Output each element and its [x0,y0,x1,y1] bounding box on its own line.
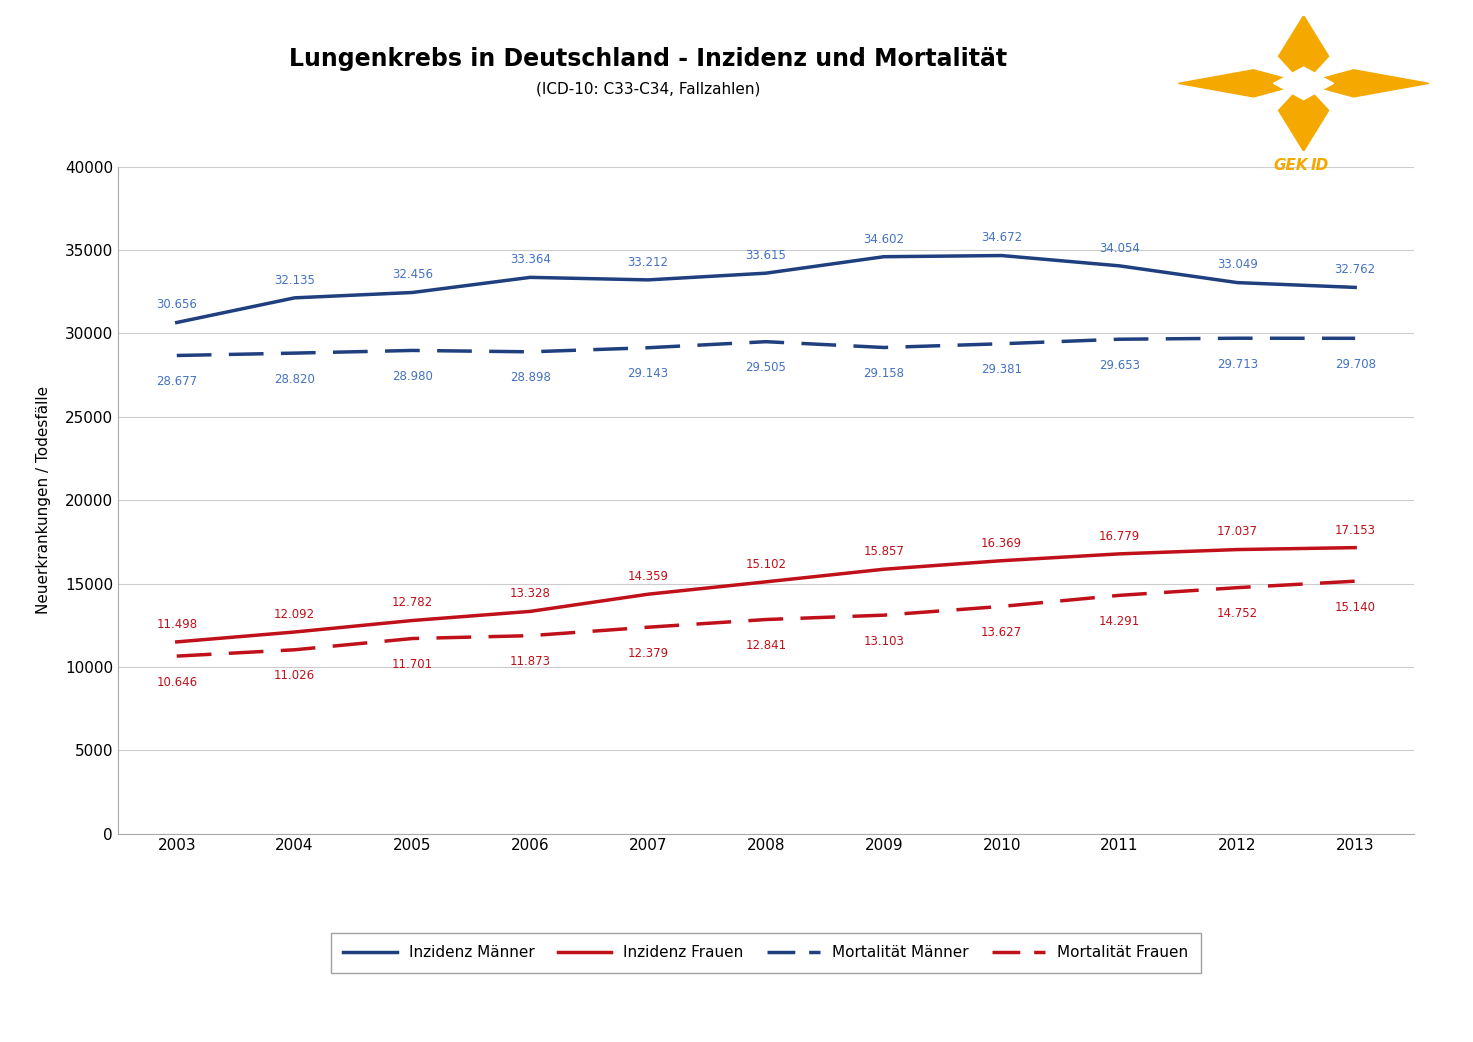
Text: 29.381: 29.381 [981,364,1022,376]
Text: 12.841: 12.841 [745,639,787,652]
Text: 12.782: 12.782 [392,596,433,610]
Text: (ICD-10: C33-C34, Fallzahlen): (ICD-10: C33-C34, Fallzahlen) [536,81,760,96]
Text: 11.026: 11.026 [274,669,315,683]
Text: 14.359: 14.359 [627,570,669,584]
Text: 34.054: 34.054 [1099,242,1140,254]
Text: 30.656: 30.656 [156,298,197,312]
Text: 28.980: 28.980 [392,370,433,382]
Text: ID: ID [1311,158,1329,173]
Text: 13.103: 13.103 [863,635,904,647]
Text: 11.873: 11.873 [510,655,551,668]
Text: 32.456: 32.456 [392,269,433,281]
Text: 17.153: 17.153 [1335,523,1376,537]
Text: 28.898: 28.898 [510,371,551,384]
Polygon shape [1274,67,1333,100]
Text: 13.627: 13.627 [981,626,1022,639]
Text: 12.379: 12.379 [627,647,669,660]
Text: 16.369: 16.369 [981,537,1022,549]
Text: 11.701: 11.701 [392,658,433,671]
Text: 33.364: 33.364 [510,253,551,267]
Text: 33.212: 33.212 [627,255,669,269]
Text: Lungenkrebs in Deutschland - Inzidenz und Mortalität: Lungenkrebs in Deutschland - Inzidenz un… [289,47,1008,71]
Text: 29.653: 29.653 [1099,358,1140,372]
Text: 15.140: 15.140 [1335,600,1376,614]
Text: 14.752: 14.752 [1217,607,1258,620]
Text: 34.602: 34.602 [863,232,904,246]
Text: 33.615: 33.615 [745,249,787,262]
Text: 29.708: 29.708 [1335,357,1376,371]
Y-axis label: Neuerkrankungen / Todesfälle: Neuerkrankungen / Todesfälle [35,387,52,614]
Text: 32.135: 32.135 [274,274,315,287]
Text: 12.092: 12.092 [274,607,315,621]
Text: 10.646: 10.646 [156,675,197,689]
Text: 17.037: 17.037 [1217,525,1258,539]
Text: 32.762: 32.762 [1335,264,1376,276]
Text: 14.291: 14.291 [1099,615,1140,627]
Text: 29.713: 29.713 [1217,357,1258,371]
Text: 29.143: 29.143 [627,367,669,380]
Text: 33.049: 33.049 [1217,258,1258,272]
Polygon shape [1304,70,1429,97]
Text: 16.779: 16.779 [1099,529,1140,543]
Text: GEK: GEK [1274,158,1308,173]
Legend: Inzidenz Männer, Inzidenz Frauen, Mortalität Männer, Mortalität Frauen: Inzidenz Männer, Inzidenz Frauen, Mortal… [331,934,1200,972]
Polygon shape [1279,83,1329,151]
Text: 29.505: 29.505 [745,362,787,374]
Text: 15.102: 15.102 [745,557,787,571]
Polygon shape [1178,70,1304,97]
Text: 34.672: 34.672 [981,231,1022,245]
Text: 11.498: 11.498 [156,618,197,630]
Polygon shape [1279,16,1329,83]
Text: 28.677: 28.677 [156,375,197,388]
Text: 15.857: 15.857 [863,545,904,559]
Text: 29.158: 29.158 [863,367,904,380]
Text: 13.328: 13.328 [510,588,551,600]
Text: 28.820: 28.820 [274,373,315,386]
